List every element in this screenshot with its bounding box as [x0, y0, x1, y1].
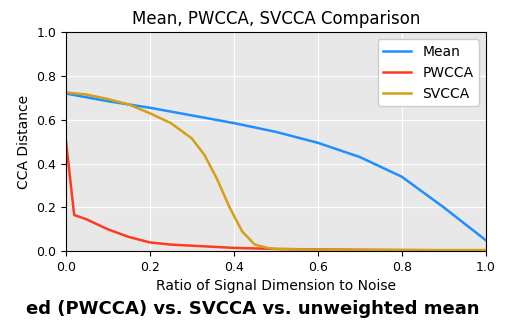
PWCCA — [314, 248, 320, 251]
Mean — [314, 141, 320, 145]
Mean — [272, 130, 278, 134]
Line: Mean: Mean — [66, 93, 485, 240]
SVCCA — [226, 205, 232, 209]
Mean — [482, 238, 488, 242]
Y-axis label: CCA Distance: CCA Distance — [17, 95, 30, 189]
PWCCA — [230, 246, 236, 250]
PWCCA — [71, 213, 77, 217]
Mean — [230, 121, 236, 125]
PWCCA — [125, 235, 131, 239]
PWCCA — [63, 137, 69, 141]
Mean — [63, 91, 69, 95]
Title: Mean, PWCCA, SVCCA Comparison: Mean, PWCCA, SVCCA Comparison — [131, 10, 419, 28]
Mean — [356, 155, 362, 159]
SVCCA — [146, 111, 153, 115]
SVCCA — [239, 230, 245, 233]
SVCCA — [188, 137, 194, 140]
PWCCA — [398, 248, 404, 252]
Mean — [146, 106, 153, 110]
PWCCA — [482, 248, 488, 252]
Legend: Mean, PWCCA, SVCCA: Mean, PWCCA, SVCCA — [377, 39, 478, 106]
SVCCA — [264, 246, 270, 250]
Text: ed (PWCCA) vs. SVCCA vs. unweighted mean: ed (PWCCA) vs. SVCCA vs. unweighted mean — [26, 300, 479, 318]
SVCCA — [63, 90, 69, 94]
SVCCA — [84, 93, 90, 97]
PWCCA — [146, 241, 153, 244]
PWCCA — [84, 217, 90, 221]
SVCCA — [440, 248, 446, 252]
PWCCA — [188, 244, 194, 248]
SVCCA — [168, 121, 174, 125]
PWCCA — [168, 243, 174, 247]
Mean — [105, 99, 111, 103]
PWCCA — [105, 227, 111, 231]
SVCCA — [251, 243, 257, 247]
Line: SVCCA: SVCCA — [66, 92, 485, 250]
Line: PWCCA: PWCCA — [66, 139, 485, 250]
Mean — [188, 113, 194, 117]
SVCCA — [201, 153, 207, 157]
PWCCA — [356, 248, 362, 252]
PWCCA — [440, 248, 446, 252]
SVCCA — [105, 97, 111, 101]
SVCCA — [482, 248, 488, 252]
SVCCA — [356, 248, 362, 252]
SVCCA — [314, 248, 320, 251]
SVCCA — [214, 177, 220, 181]
SVCCA — [272, 247, 278, 251]
X-axis label: Ratio of Signal Dimension to Noise: Ratio of Signal Dimension to Noise — [156, 279, 395, 293]
Mean — [440, 205, 446, 209]
SVCCA — [125, 102, 131, 106]
Mean — [398, 175, 404, 179]
SVCCA — [398, 248, 404, 252]
PWCCA — [272, 247, 278, 251]
